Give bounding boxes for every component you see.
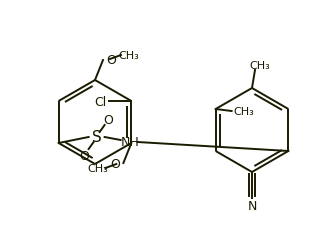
Text: S: S xyxy=(92,130,101,145)
Text: Cl: Cl xyxy=(94,95,107,108)
Text: O: O xyxy=(106,53,116,66)
Text: CH₃: CH₃ xyxy=(87,163,108,173)
Text: NH: NH xyxy=(120,136,139,149)
Text: CH₃: CH₃ xyxy=(119,51,139,61)
Text: CH₃: CH₃ xyxy=(233,106,254,117)
Text: O: O xyxy=(104,113,113,126)
Text: O: O xyxy=(111,158,120,171)
Text: CH₃: CH₃ xyxy=(250,61,270,71)
Text: N: N xyxy=(247,200,257,213)
Text: O: O xyxy=(80,149,90,162)
